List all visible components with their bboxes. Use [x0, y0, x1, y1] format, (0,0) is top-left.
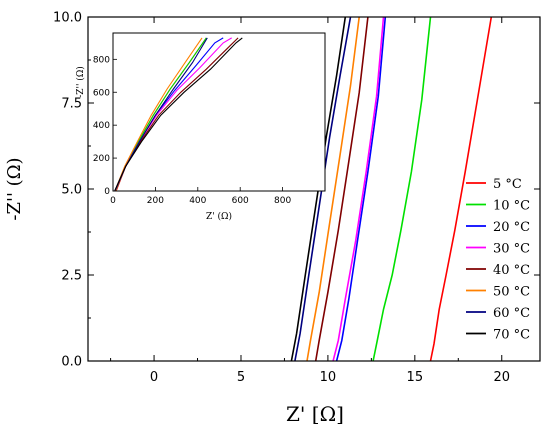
legend-label-20c: 20 °C — [493, 220, 530, 235]
inset-y-tick-label: 600 — [93, 88, 110, 98]
main-x-tick-label: 10 — [320, 370, 337, 385]
inset-y-tick-label: 0 — [104, 187, 110, 197]
legend-label-60c: 60 °C — [493, 306, 530, 321]
legend-label-40c: 40 °C — [493, 263, 530, 278]
main-y-tick-label: 10.0 — [53, 11, 82, 26]
inset-plot-frame — [112, 32, 326, 192]
main-series-line-50c — [306, 17, 360, 361]
main-series-line-5c — [429, 17, 493, 361]
legend-label-30c: 30 °C — [493, 242, 530, 257]
main-x-axis-label: Z' [Ω] — [286, 402, 344, 426]
main-y-axis-label: -Z'' (Ω) — [4, 157, 25, 220]
main-series-line-10c — [372, 17, 432, 361]
main-y-tick-label: 0.0 — [61, 355, 82, 370]
inset-x-tick-label: 800 — [274, 196, 291, 206]
main-y-tick-label: 2.5 — [61, 269, 82, 284]
inset-series-line-70c — [114, 37, 243, 191]
main-x-tick-label: 15 — [407, 370, 424, 385]
inset-y-axis-label: -Z'' (Ω) — [75, 66, 86, 98]
inset-x-axis-label: Z' (Ω) — [206, 211, 232, 222]
inset-series-line-50c — [114, 37, 203, 191]
inset-x-tick-label: 0 — [110, 196, 116, 206]
inset-y-tick-label: 200 — [93, 154, 110, 164]
inset-y-tick-label: 800 — [93, 55, 110, 65]
inset-x-tick-label: 400 — [189, 196, 206, 206]
legend-label-10c: 10 °C — [493, 199, 530, 214]
main-x-tick-label: 20 — [493, 370, 510, 385]
main-x-tick-label: 5 — [237, 370, 245, 385]
inset-x-tick-label: 200 — [147, 196, 164, 206]
main-y-tick-label: 5.0 — [61, 183, 82, 198]
main-series-line-20c — [335, 17, 387, 361]
inset-x-tick-label: 600 — [232, 196, 249, 206]
main-series-line-40c — [314, 17, 369, 361]
main-series-line-70c — [290, 17, 347, 361]
inset-y-tick-label: 400 — [93, 121, 110, 131]
legend-label-70c: 70 °C — [493, 328, 530, 343]
main-y-tick-label: 7.5 — [61, 97, 82, 112]
legend-label-50c: 50 °C — [493, 285, 530, 300]
main-x-tick-label: 0 — [150, 370, 158, 385]
main-series-line-30c — [332, 17, 385, 361]
legend-label-5c: 5 °C — [493, 177, 522, 192]
inset-series-group — [114, 37, 243, 191]
main-series-line-60c — [294, 17, 352, 361]
